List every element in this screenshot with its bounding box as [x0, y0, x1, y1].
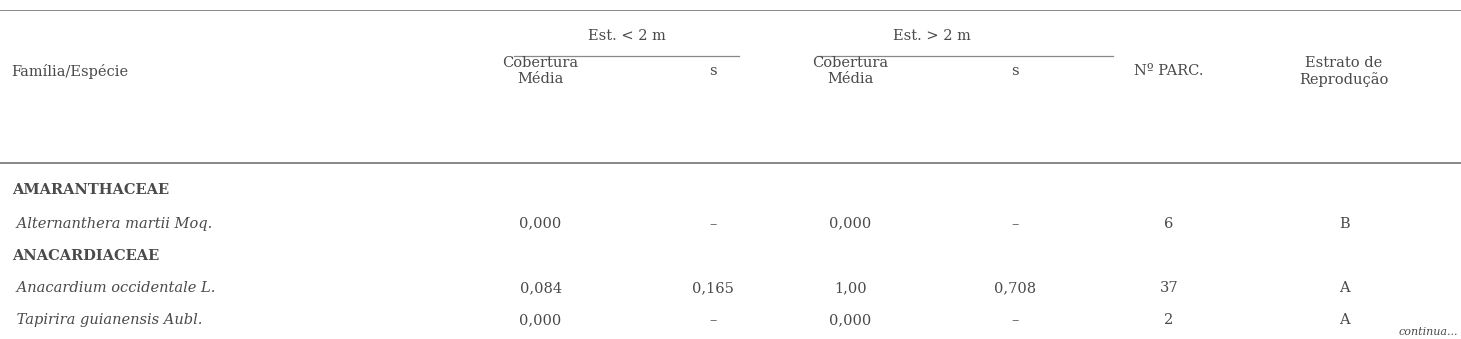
Text: Anacardium occidentale L.: Anacardium occidentale L. — [12, 281, 215, 295]
Text: Tapirira guianensis Aubl.: Tapirira guianensis Aubl. — [12, 313, 202, 327]
Text: 0,165: 0,165 — [693, 281, 733, 295]
Text: ANACARDIACEAE: ANACARDIACEAE — [12, 249, 159, 263]
Text: 0,084: 0,084 — [520, 281, 561, 295]
Text: 0,000: 0,000 — [830, 313, 871, 327]
Text: 0,000: 0,000 — [520, 313, 561, 327]
Text: A: A — [1338, 281, 1350, 295]
Text: Alternanthera martii Moq.: Alternanthera martii Moq. — [12, 217, 212, 231]
Text: 1,00: 1,00 — [834, 281, 866, 295]
Text: Estrato de
Reprodução: Estrato de Reprodução — [1299, 56, 1389, 87]
Text: Nº PARC.: Nº PARC. — [1134, 64, 1204, 78]
Text: 0,708: 0,708 — [995, 281, 1036, 295]
Text: –: – — [1011, 313, 1020, 327]
Text: Est. > 2 m: Est. > 2 m — [893, 28, 972, 43]
Text: 37: 37 — [1160, 281, 1178, 295]
Text: Cobertura
Média: Cobertura Média — [812, 56, 888, 86]
Text: B: B — [1338, 217, 1350, 231]
Text: AMARANTHACEAE: AMARANTHACEAE — [12, 183, 169, 197]
Text: –: – — [1011, 217, 1020, 231]
Text: continua...: continua... — [1398, 327, 1458, 337]
Text: Família/Espécie: Família/Espécie — [12, 64, 129, 79]
Text: 6: 6 — [1164, 217, 1173, 231]
Text: Cobertura
Média: Cobertura Média — [503, 56, 579, 86]
Text: 2: 2 — [1164, 313, 1173, 327]
Text: Est. < 2 m: Est. < 2 m — [587, 28, 666, 43]
Text: –: – — [709, 217, 717, 231]
Text: –: – — [709, 313, 717, 327]
Text: s: s — [1011, 64, 1020, 78]
Text: 0,000: 0,000 — [520, 217, 561, 231]
Text: 0,000: 0,000 — [830, 217, 871, 231]
Text: s: s — [709, 64, 717, 78]
Text: A: A — [1338, 313, 1350, 327]
